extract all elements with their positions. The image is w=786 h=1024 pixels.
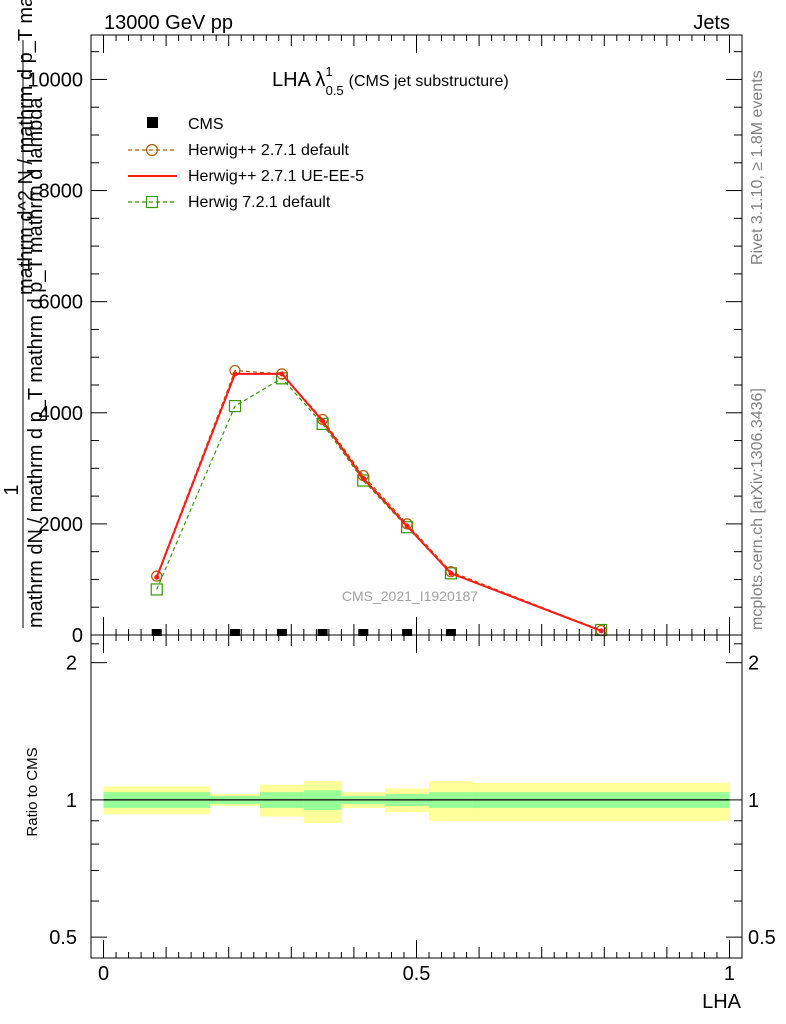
main-y-tick-label: 4000 <box>39 403 84 425</box>
series-point-herwigpp-ueee5 <box>232 371 238 377</box>
series-point-herwigpp-ueee5 <box>448 570 454 576</box>
legend: CMS Herwig++ 2.7.1 default Herwig++ 2.7.… <box>128 116 364 211</box>
series-point-herwigpp-ueee5 <box>279 371 285 377</box>
legend-label-cms: CMS <box>188 116 224 133</box>
main-panel: 0 2000 4000 6000 8000 10000 CMS_2021_I1920187… <box>1 0 743 647</box>
legend-label-herwigpp-default: Herwig++ 2.7.1 default <box>188 142 350 159</box>
main-y-tick-label: 6000 <box>39 292 84 314</box>
y-label-overlay: mathrm d^2 N / mathrm d p_T mathrm d lam… <box>15 0 37 295</box>
legend-marker-herwigpp-default <box>145 143 159 157</box>
ratio-y-axis-label: Ratio to CMS <box>24 747 41 836</box>
plot-title: LHA λ1 0.5 (CMS jet substructure) <box>272 64 509 98</box>
ratio-y-tick-label: 1 <box>66 790 77 812</box>
ratio-x-tick-label: 0.5 <box>403 963 431 985</box>
main-x-minor-ticks <box>90 35 743 635</box>
series-point-cms <box>317 629 328 636</box>
x-axis-label: LHA <box>702 991 742 1013</box>
series-point-herwig7-default <box>357 474 370 487</box>
ratio-y-tick-label-right: 0.5 <box>748 927 776 949</box>
plot-title-superscript: 1 <box>325 64 332 79</box>
main-y-tick-label: 2000 <box>39 514 84 536</box>
main-y-axis-label: 1 mathrm dN / mathrm d p_T mathrm d p_T … <box>1 0 47 628</box>
series-point-herwigpp-ueee5 <box>404 523 410 529</box>
series-point-herwigpp-default <box>595 624 607 637</box>
series-line-1 <box>156 369 602 632</box>
ratio-y-tick-label-right: 1 <box>748 790 759 812</box>
ratio-x-tick-label: 0 <box>98 963 109 985</box>
series-point-cms <box>402 629 413 636</box>
series-point-herwig7-default <box>401 521 414 534</box>
category-label: Jets <box>693 12 730 34</box>
y-label-denominator: mathrm dN / mathrm d p_T mathrm d p_T ma… <box>25 97 47 628</box>
ratio-y-tick-label-right: 2 <box>748 653 759 675</box>
series-point-cms <box>276 629 287 636</box>
ratio-y-tick-label: 2 <box>66 653 77 675</box>
main-y-tick-label: 0 <box>72 625 83 647</box>
legend-marker-cms <box>147 117 158 128</box>
series-point-herwigpp-ueee5 <box>320 418 326 424</box>
series-point-herwigpp-default <box>151 570 163 582</box>
analysis-watermark: CMS_2021_I1920187 <box>342 588 478 604</box>
legend-label-herwig7-default: Herwig 7.2.1 default <box>188 194 331 211</box>
series-line-2 <box>155 372 602 632</box>
plot-title-main: LHA λ <box>272 69 325 91</box>
plot-title-subscript: 0.5 <box>326 83 344 98</box>
main-y-axis: 0 2000 4000 6000 8000 10000 <box>27 51 742 647</box>
series-point-cms <box>358 629 369 636</box>
legend-label-herwigpp-ueee5: Herwig++ 2.7.1 UE-EE-5 <box>188 168 364 185</box>
legend-marker-herwig7-default <box>145 195 159 209</box>
series-layer <box>150 364 608 637</box>
series-point-herwigpp-ueee5 <box>154 574 160 580</box>
main-y-tick-label: 10000 <box>27 69 83 91</box>
series-point-cms <box>151 629 162 636</box>
series-point-herwig7-default <box>228 400 242 413</box>
ratio-panel: 0.5 0.51 12 2 0 0.5 1 Ratio to CMS LHA <box>24 634 776 1013</box>
series-point-cms <box>445 629 456 636</box>
main-y-tick-label: 8000 <box>39 181 84 203</box>
rivet-version-label: Rivet 3.1.10, ≥ 1.8M events <box>749 70 766 265</box>
series-point-herwigpp-default <box>445 566 457 578</box>
energy-label: 13000 GeV pp <box>104 12 233 34</box>
ratio-x-axis: 0 0.5 1 <box>90 635 743 985</box>
ratio-y-axis: 0.5 0.5 1 1 2 2 <box>49 643 776 949</box>
ratio-x-tick-label: 1 <box>724 963 735 985</box>
series-point-herwig7-default <box>316 417 329 430</box>
series-point-herwigpp-default <box>317 413 329 426</box>
series-point-herwigpp-default <box>401 518 413 530</box>
mcplots-source-label: mcplots.cern.ch [arXiv:1306.3436] <box>749 388 766 630</box>
ratio-y-tick-label: 0.5 <box>49 927 77 949</box>
series-point-herwigpp-ueee5 <box>360 475 366 481</box>
series-point-herwig7-default <box>150 583 163 596</box>
series-point-herwigpp-ueee5 <box>598 628 604 634</box>
series-point-cms <box>229 629 240 636</box>
ratio-uncertainty-bands <box>103 781 730 823</box>
plot-title-rest: (CMS jet substructure) <box>349 73 509 90</box>
y-label-numerator: 1 <box>1 484 23 495</box>
